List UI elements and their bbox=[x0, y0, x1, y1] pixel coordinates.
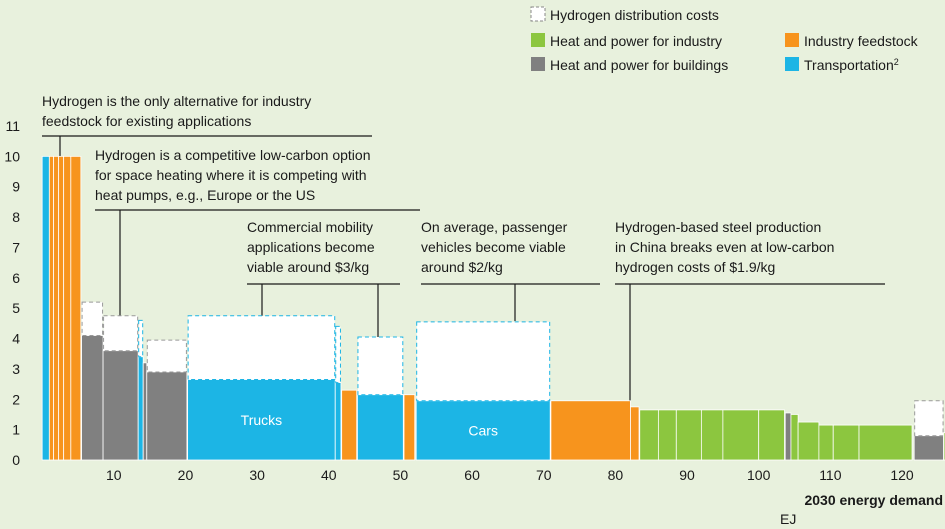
y-tick-label: 11 bbox=[5, 118, 20, 134]
distribution-cost bbox=[103, 315, 139, 352]
bar bbox=[41, 155, 50, 461]
bar bbox=[943, 432, 945, 461]
bar bbox=[187, 379, 336, 461]
y-tick-label: 2 bbox=[12, 391, 20, 407]
legend-swatch bbox=[531, 33, 545, 47]
x-axis-unit: EJ bbox=[780, 511, 796, 527]
x-tick-label: 70 bbox=[536, 467, 552, 483]
y-tick-label: 10 bbox=[4, 148, 20, 164]
annotation: around $2/kg bbox=[421, 259, 503, 275]
bar bbox=[357, 394, 404, 461]
y-tick-label: 1 bbox=[12, 422, 20, 438]
annotation: heat pumps, e.g., Europe or the US bbox=[95, 187, 315, 203]
bar bbox=[102, 350, 139, 461]
bar bbox=[70, 155, 82, 461]
bar bbox=[550, 400, 631, 461]
bar bbox=[722, 409, 760, 461]
bar bbox=[639, 409, 659, 461]
legend-label: Industry feedstock bbox=[804, 33, 919, 49]
legend-label: Hydrogen distribution costs bbox=[550, 7, 719, 23]
legend-swatch bbox=[531, 57, 545, 71]
bar bbox=[48, 155, 55, 461]
legend-footnote: 2 bbox=[894, 57, 899, 67]
y-tick-label: 3 bbox=[12, 361, 20, 377]
annotation: hydrogen costs of $1.9/kg bbox=[615, 259, 775, 275]
x-tick-label: 110 bbox=[819, 467, 842, 483]
bar bbox=[913, 435, 944, 461]
distribution-cost bbox=[187, 315, 336, 381]
annotation: in China breaks even at low-carbon bbox=[615, 239, 834, 255]
bar bbox=[797, 421, 820, 461]
legend-label: Transportation2 bbox=[804, 57, 899, 73]
bar bbox=[657, 409, 677, 461]
bar bbox=[63, 155, 72, 461]
bar bbox=[675, 409, 702, 461]
bar bbox=[790, 414, 799, 461]
annotation: feedstock for existing applications bbox=[42, 113, 251, 129]
bar-label: Cars bbox=[468, 422, 498, 438]
y-tick-label: 0 bbox=[12, 452, 20, 468]
x-tick-label: 30 bbox=[249, 467, 265, 483]
bar bbox=[858, 424, 913, 461]
bar bbox=[758, 409, 785, 461]
x-tick-label: 90 bbox=[679, 467, 695, 483]
legend-label: Heat and power for industry bbox=[550, 33, 722, 49]
annotation: vehicles become viable bbox=[421, 239, 566, 255]
legend-swatch bbox=[785, 33, 799, 47]
distribution-cost bbox=[914, 400, 944, 437]
bar bbox=[700, 409, 724, 461]
bar bbox=[137, 356, 144, 461]
bar bbox=[818, 424, 834, 461]
annotation: Hydrogen is the only alternative for ind… bbox=[42, 93, 311, 109]
x-tick-label: 100 bbox=[747, 467, 771, 483]
annotation: On average, passenger bbox=[421, 219, 568, 235]
bar bbox=[415, 400, 551, 461]
bar bbox=[784, 412, 792, 461]
bar bbox=[146, 371, 188, 461]
bar-label: Trucks bbox=[241, 412, 282, 428]
bar bbox=[630, 406, 640, 461]
annotation: Hydrogen-based steel production bbox=[615, 219, 821, 235]
distribution-cost bbox=[146, 339, 187, 373]
y-tick-label: 5 bbox=[12, 300, 20, 316]
annotation: for space heating where it is competing … bbox=[95, 167, 367, 183]
x-tick-label: 20 bbox=[178, 467, 194, 483]
x-tick-label: 80 bbox=[608, 467, 624, 483]
legend-label: Heat and power for buildings bbox=[550, 57, 728, 73]
y-tick-label: 7 bbox=[12, 239, 20, 255]
annotation: applications become bbox=[247, 239, 375, 255]
y-tick-label: 6 bbox=[12, 270, 20, 286]
legend-swatch bbox=[530, 6, 546, 22]
x-tick-label: 50 bbox=[393, 467, 409, 483]
x-tick-label: 40 bbox=[321, 467, 337, 483]
annotation: viable around $3/kg bbox=[247, 259, 369, 275]
y-tick-label: 4 bbox=[12, 331, 20, 347]
bar bbox=[334, 382, 342, 461]
annotation: Commercial mobility bbox=[247, 219, 373, 235]
y-tick-label: 8 bbox=[12, 209, 20, 225]
annotation: Hydrogen is a competitive low-carbon opt… bbox=[95, 147, 370, 163]
distribution-cost bbox=[81, 301, 104, 337]
bar bbox=[341, 389, 358, 461]
bar bbox=[403, 394, 416, 461]
annotation-leaders bbox=[42, 135, 885, 401]
bar bbox=[142, 362, 148, 461]
x-tick-label: 120 bbox=[890, 467, 914, 483]
distribution-cost bbox=[138, 319, 144, 358]
bar bbox=[58, 155, 65, 461]
y-tick-label: 9 bbox=[12, 179, 20, 195]
legend-swatch bbox=[785, 57, 799, 71]
distribution-cost bbox=[335, 325, 341, 384]
bar bbox=[81, 335, 104, 461]
distribution-cost bbox=[416, 321, 551, 402]
x-axis-label: 2030 energy demand bbox=[804, 492, 943, 508]
x-tick-label: 10 bbox=[106, 467, 122, 483]
x-tick-label: 60 bbox=[464, 467, 480, 483]
bar bbox=[832, 424, 860, 461]
bar bbox=[53, 155, 60, 461]
distribution-cost bbox=[357, 336, 404, 396]
